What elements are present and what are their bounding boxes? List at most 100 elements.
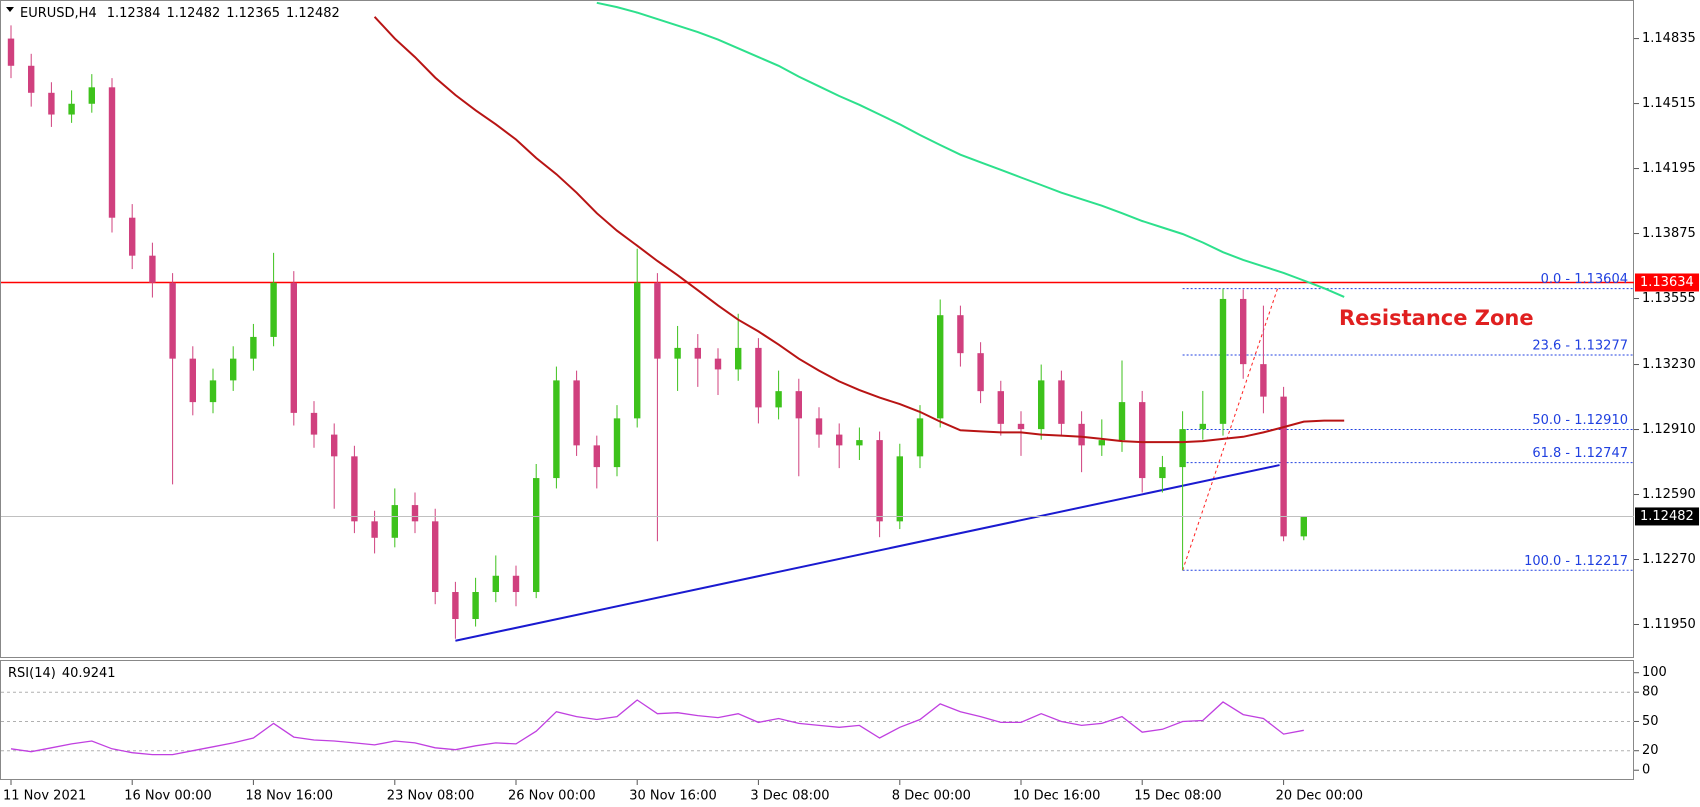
candle-body	[472, 592, 479, 620]
candle-body	[1159, 467, 1166, 479]
candle-body	[815, 418, 823, 435]
trendline	[455, 464, 1280, 642]
resistance-price-box	[1635, 273, 1699, 292]
candle-body	[674, 347, 681, 359]
rsi-panel	[0, 660, 1634, 780]
x-tick-label: 10 Dec 16:00	[1013, 789, 1100, 804]
candle-body	[371, 521, 378, 538]
candle-body	[512, 575, 520, 593]
resistance-price: 1.13634	[1640, 275, 1694, 290]
candle-body	[775, 391, 782, 408]
candle-body	[735, 347, 742, 370]
candle-body	[129, 217, 136, 256]
candle-body	[492, 575, 499, 593]
candle-body	[48, 92, 55, 115]
candle-body	[108, 87, 116, 218]
candle-body	[149, 255, 156, 283]
y-tick-label: 1.14195	[1642, 161, 1696, 176]
candle-body	[1300, 516, 1307, 537]
candle-body	[755, 347, 762, 408]
candle-body	[351, 456, 358, 522]
candle-body	[896, 456, 903, 522]
chart-header: EURUSD,H4 1.12384 1.12482 1.12365 1.12482	[20, 6, 340, 21]
candle-body	[593, 445, 600, 468]
y-tick-label: 1.13230	[1642, 357, 1696, 372]
high: 1.12482	[166, 6, 220, 21]
candle-body	[88, 87, 95, 104]
candle-body	[795, 391, 802, 419]
rsi-value: 40.9241	[62, 666, 116, 681]
candle-body	[68, 103, 75, 115]
symbol: EURUSD,H4	[20, 6, 97, 21]
y-tick-label: 1.14835	[1642, 31, 1696, 46]
rsi-tick-label: 20	[1642, 743, 1659, 758]
candle-body	[1017, 423, 1025, 430]
candle-body	[411, 505, 419, 522]
fib-trend	[1182, 288, 1279, 571]
candle-body	[1199, 423, 1206, 430]
y-tick-label: 1.12910	[1642, 422, 1696, 437]
rsi-tick-label: 80	[1642, 685, 1659, 700]
candle-body	[250, 336, 257, 359]
candle-body	[1260, 364, 1267, 397]
candle-body	[533, 478, 540, 593]
y-tick-label: 1.11950	[1642, 617, 1696, 632]
x-tick-label: 15 Dec 08:00	[1134, 789, 1221, 804]
x-tick-label: 23 Nov 08:00	[387, 789, 475, 804]
candle-body	[573, 380, 580, 446]
low: 1.12365	[226, 6, 280, 21]
current-price-box	[1635, 507, 1699, 526]
candle-body	[270, 282, 277, 337]
candle-body	[634, 282, 641, 419]
candle-body	[957, 315, 964, 354]
candle-body	[1219, 298, 1227, 424]
candle-body	[230, 358, 237, 381]
candle-body	[331, 434, 338, 457]
moving-average	[373, 16, 1345, 444]
candle-body	[714, 358, 722, 370]
open: 1.12384	[107, 6, 161, 21]
fib-label: 0.0 - 1.13604	[1541, 272, 1628, 287]
x-tick-label: 3 Dec 08:00	[750, 789, 829, 804]
candle-body	[1240, 298, 1247, 365]
y-tick-label: 1.12590	[1642, 487, 1696, 502]
rsi-line	[10, 699, 1304, 756]
current-price: 1.12482	[1640, 509, 1694, 524]
candle-body	[432, 521, 439, 593]
candle-body	[1038, 380, 1045, 430]
moving-average	[596, 1, 1345, 298]
candle-body	[876, 440, 883, 522]
x-tick-label: 11 Nov 2021	[3, 789, 86, 804]
menu-triangle	[6, 7, 14, 12]
candle-body	[856, 440, 863, 446]
y-tick-label: 1.14515	[1642, 96, 1696, 111]
candle-body	[916, 418, 924, 457]
fib-label: 50.0 - 1.12910	[1532, 413, 1628, 428]
candle-body	[977, 353, 984, 392]
candle-body	[1179, 429, 1186, 468]
candle-body	[7, 38, 15, 66]
rsi-header: RSI(14) 40.9241	[8, 666, 116, 681]
candle-body	[937, 315, 944, 419]
candle-body	[1058, 380, 1065, 424]
candle-body	[1280, 396, 1287, 537]
y-tick-label: 1.13875	[1642, 226, 1696, 241]
candle-body	[310, 412, 318, 435]
x-tick-label: 20 Dec 00:00	[1276, 789, 1363, 804]
main-panel	[0, 0, 1634, 658]
candle-body	[1098, 440, 1105, 446]
candle-body	[1139, 402, 1146, 479]
candle-body	[613, 418, 621, 468]
candle-body	[290, 282, 297, 413]
rsi-tick-label: 50	[1642, 714, 1659, 729]
rsi-tick-label: 100	[1642, 665, 1667, 680]
candle-body	[209, 380, 217, 403]
x-tick-label: 8 Dec 00:00	[892, 789, 971, 804]
candle-body	[997, 391, 1004, 424]
x-tick-label: 18 Nov 16:00	[245, 789, 333, 804]
y-tick-label: 1.13555	[1642, 291, 1696, 306]
close: 1.12482	[286, 6, 340, 21]
